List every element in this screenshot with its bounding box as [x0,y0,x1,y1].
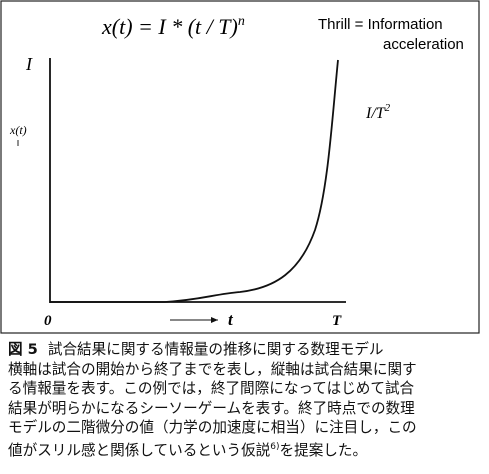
y-series-label: x(t) [9,123,27,137]
x-origin: 0 [44,313,52,329]
curve-label-base: I/T [365,105,386,122]
curve-label: I/T2 [365,102,391,122]
caption-line: 結果が明らかになるシーソーゲームを表す。終了時点での数理 [8,399,415,417]
formula-exponent: n [238,14,245,29]
caption-text: を提案した。 [279,441,368,459]
figure: x(t) = I * (t / T)n Thrill = Information… [0,0,480,334]
note-line: acceleration [383,36,464,53]
reference: 6) [270,441,280,452]
caption-label: 図 5 [8,341,38,358]
formula: x(t) = I * (t / T)n [101,14,245,39]
note-line: Thrill = Information [318,16,443,33]
caption-title-line: 図 5 試合結果に関する情報量の推移に関する数理モデル [8,340,486,360]
formula-base: x(t) = I * (t / T) [101,14,238,39]
curve [50,59,339,303]
x-label: t [228,310,234,329]
caption-last-line: 値がスリル感と関係しているという仮説6)を提案した。 [8,438,486,460]
y-label: I [25,54,33,74]
arrow-head [211,317,218,323]
caption-title: 試合結果に関する情報量の推移に関する数理モデル [47,341,384,358]
frame [0,0,480,334]
curve-label-exponent: 2 [385,102,391,114]
caption-line: 横軸は試合の開始から終了までを表し，縦軸は試合結果に関す [8,360,417,378]
caption: 図 5 試合結果に関する情報量の推移に関する数理モデル 横軸は試合の開始から終了ま… [8,340,486,460]
caption-line: モデルの二階微分の値（力学の加速度に相当）に注目し，この [8,419,417,437]
caption-body: 横軸は試合の開始から終了までを表し，縦軸は試合結果に関す る情報量を表す。この例で… [8,360,486,438]
x-end: T [332,313,342,329]
caption-line: る情報量を表す。この例では，終了間際になってはじめて試合 [8,380,415,398]
caption-text: 値がスリル感と関係しているという仮説 [8,441,271,459]
